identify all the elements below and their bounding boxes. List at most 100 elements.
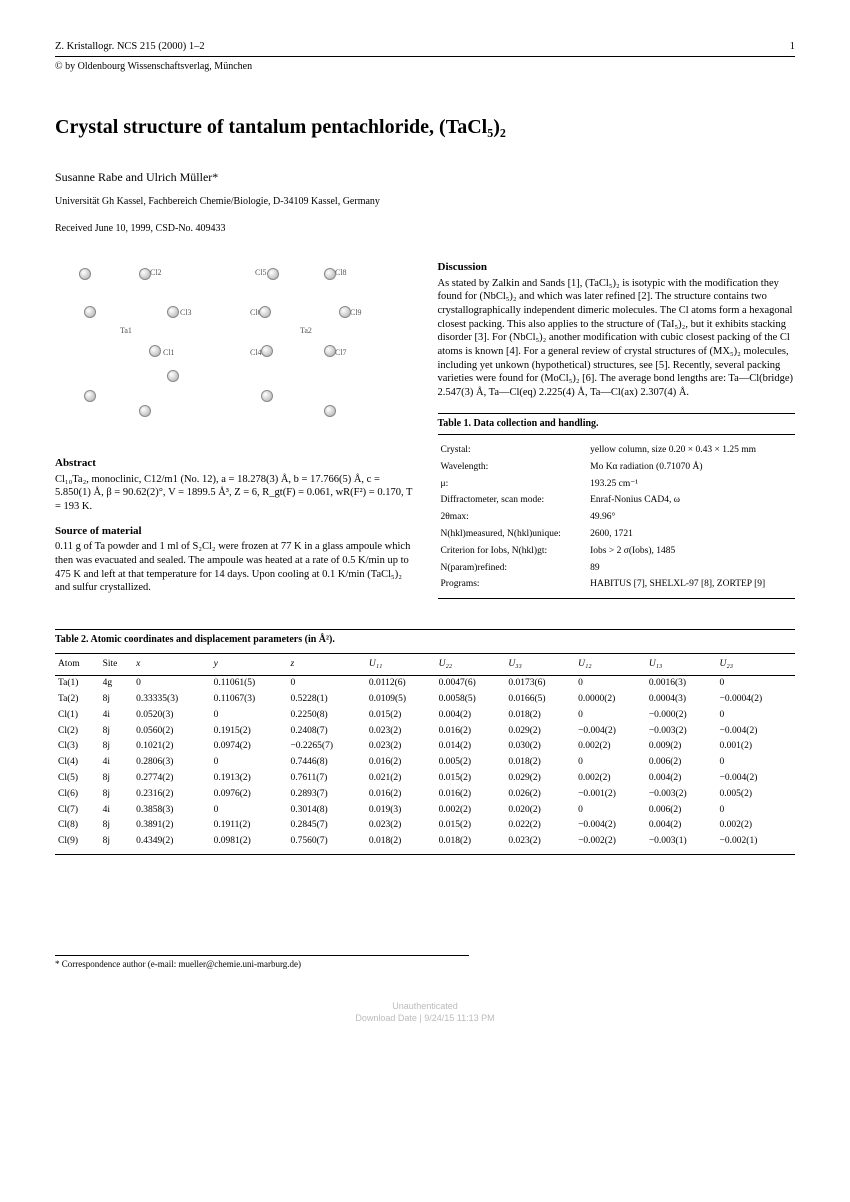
table-cell: 49.96° bbox=[589, 510, 793, 525]
table-cell: 0.0058(5) bbox=[436, 691, 506, 707]
table-cell: 2θmax: bbox=[440, 510, 588, 525]
table-cell: Programs: bbox=[440, 577, 588, 592]
table-cell: 0.016(2) bbox=[436, 723, 506, 739]
table-cell: 4i bbox=[100, 707, 134, 723]
table-cell: 4g bbox=[100, 675, 134, 691]
atom-label: Cl9 bbox=[350, 308, 362, 319]
authors: Susanne Rabe and Ulrich Müller* bbox=[55, 169, 795, 185]
table-cell: 0 bbox=[575, 675, 646, 691]
table-cell: 0.0166(5) bbox=[505, 691, 575, 707]
table-cell: 0.7611(7) bbox=[287, 770, 365, 786]
table-header-cell: x bbox=[133, 653, 210, 675]
atom-icon bbox=[261, 390, 273, 402]
table-cell: 0.002(2) bbox=[575, 770, 646, 786]
table-row: Wavelength:Mo Kα radiation (0.71070 Å) bbox=[440, 460, 794, 475]
table-cell: 0 bbox=[575, 755, 646, 771]
atom-icon bbox=[84, 306, 96, 318]
watermark: Unauthenticated Download Date | 9/24/15 … bbox=[55, 1000, 795, 1024]
table-cell: 0 bbox=[717, 675, 795, 691]
table-row: Cl(1)4i0.0520(3)00.2250(8)0.015(2)0.004(… bbox=[55, 707, 795, 723]
table-cell: 0.002(2) bbox=[717, 818, 795, 834]
table-cell: Cl(4) bbox=[55, 755, 100, 771]
table-cell: Cl(8) bbox=[55, 818, 100, 834]
atom-label: Cl8 bbox=[335, 268, 347, 279]
table-cell: 0.1911(2) bbox=[211, 818, 288, 834]
watermark-line2: Download Date | 9/24/15 11:13 PM bbox=[55, 1012, 795, 1024]
atom-icon bbox=[84, 390, 96, 402]
atom-label: Cl5 bbox=[255, 268, 267, 279]
table-cell: 0 bbox=[575, 707, 646, 723]
atom-label: Ta2 bbox=[300, 326, 312, 337]
table-cell: 0.2806(3) bbox=[133, 755, 210, 771]
table-cell: 0.2316(2) bbox=[133, 786, 210, 802]
table-cell: Mo Kα radiation (0.71070 Å) bbox=[589, 460, 793, 475]
table-cell: 8j bbox=[100, 723, 134, 739]
table-cell: 0.0109(5) bbox=[366, 691, 436, 707]
table-row: 2θmax:49.96° bbox=[440, 510, 794, 525]
table-cell: 0.023(2) bbox=[366, 739, 436, 755]
table-cell: 0.001(2) bbox=[717, 739, 795, 755]
table-cell: 0.023(2) bbox=[366, 818, 436, 834]
table-cell: 0.0974(2) bbox=[211, 739, 288, 755]
source-heading: Source of material bbox=[55, 524, 413, 539]
table-row: N(hkl)measured, N(hkl)unique:2600, 1721 bbox=[440, 527, 794, 542]
table-row: μ:193.25 cm⁻¹ bbox=[440, 477, 794, 492]
table-row: Cl(8)8j0.3891(2)0.1911(2)0.2845(7)0.023(… bbox=[55, 818, 795, 834]
table-cell: 0.004(2) bbox=[646, 770, 717, 786]
atom-icon bbox=[324, 405, 336, 417]
table-cell: 0.029(2) bbox=[505, 723, 575, 739]
table-cell: 8j bbox=[100, 770, 134, 786]
table2: AtomSitexyzU₁₁U₂₂U₃₃U₁₂U₁₃U₂₃ Ta(1)4g00.… bbox=[55, 653, 795, 855]
correspondence-footer: * Correspondence author (e-mail: mueller… bbox=[55, 955, 469, 970]
abstract-heading: Abstract bbox=[55, 456, 413, 471]
table-cell: 0.11061(5) bbox=[211, 675, 288, 691]
table-cell: 2600, 1721 bbox=[589, 527, 793, 542]
table-cell: 0.009(2) bbox=[646, 739, 717, 755]
table-cell: 0.029(2) bbox=[505, 770, 575, 786]
table-cell: Ta(2) bbox=[55, 691, 100, 707]
atom-icon bbox=[324, 345, 336, 357]
table-cell: HABITUS [7], SHELXL-97 [8], ZORTEP [9] bbox=[589, 577, 793, 592]
table-cell: yellow column, size 0.20 × 0.43 × 1.25 m… bbox=[589, 443, 793, 458]
table-header-cell: Site bbox=[100, 653, 134, 675]
table-row: Cl(6)8j0.2316(2)0.0976(2)0.2893(7)0.016(… bbox=[55, 786, 795, 802]
atom-icon bbox=[167, 306, 179, 318]
atom-label: Ta1 bbox=[120, 326, 132, 337]
table-cell: 4i bbox=[100, 802, 134, 818]
table-cell: 0.0173(6) bbox=[505, 675, 575, 691]
table-cell: μ: bbox=[440, 477, 588, 492]
table-cell: 0.0000(2) bbox=[575, 691, 646, 707]
table-cell: 0.006(2) bbox=[646, 802, 717, 818]
table-row: Cl(9)8j0.4349(2)0.0981(2)0.7560(7)0.018(… bbox=[55, 834, 795, 855]
table-cell: Cl(1) bbox=[55, 707, 100, 723]
article-title: Crystal structure of tantalum pentachlor… bbox=[55, 114, 795, 141]
table-cell: 8j bbox=[100, 691, 134, 707]
table-cell: 0.1021(2) bbox=[133, 739, 210, 755]
atom-icon bbox=[267, 268, 279, 280]
journal-ref: Z. Kristallogr. NCS 215 (2000) 1–2 bbox=[55, 40, 205, 54]
table-cell: −0.003(1) bbox=[646, 834, 717, 855]
table-cell: Criterion for Iobs, N(hkl)gt: bbox=[440, 544, 588, 559]
atom-icon bbox=[259, 306, 271, 318]
table-cell: 0 bbox=[211, 802, 288, 818]
table-cell: −0.004(2) bbox=[575, 818, 646, 834]
table-cell: 0.023(2) bbox=[366, 723, 436, 739]
table-cell: 0.0004(3) bbox=[646, 691, 717, 707]
table-cell: 193.25 cm⁻¹ bbox=[589, 477, 793, 492]
table-cell: 0 bbox=[575, 802, 646, 818]
table-cell: 0.018(2) bbox=[505, 707, 575, 723]
table-row: N(param)refined:89 bbox=[440, 561, 794, 576]
atom-label: Cl2 bbox=[150, 268, 162, 279]
table-cell: 0.2408(7) bbox=[287, 723, 365, 739]
table-header-cell: U₁₂ bbox=[575, 653, 646, 675]
table-cell: 8j bbox=[100, 786, 134, 802]
table-cell: −0.000(2) bbox=[646, 707, 717, 723]
affiliation: Universität Gh Kassel, Fachbereich Chemi… bbox=[55, 195, 795, 209]
table-cell: −0.002(2) bbox=[575, 834, 646, 855]
table-cell: 0.026(2) bbox=[505, 786, 575, 802]
table-cell: 0.004(2) bbox=[436, 707, 506, 723]
table-row: Criterion for Iobs, N(hkl)gt:Iobs > 2 σ(… bbox=[440, 544, 794, 559]
table-cell: 0.2250(8) bbox=[287, 707, 365, 723]
table-cell: 0.005(2) bbox=[436, 755, 506, 771]
table-cell: 0.018(2) bbox=[366, 834, 436, 855]
